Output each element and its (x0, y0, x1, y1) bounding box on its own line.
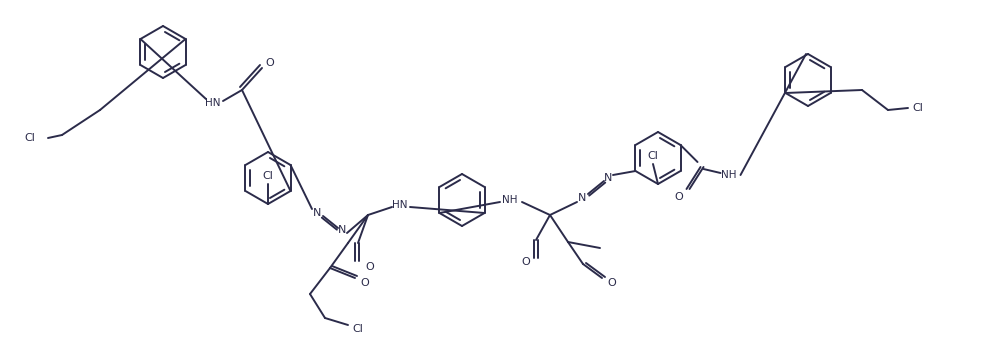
Text: O: O (522, 257, 530, 267)
Text: NH: NH (720, 170, 736, 180)
Text: N: N (604, 173, 612, 183)
Text: N: N (338, 225, 346, 235)
Text: O: O (360, 278, 369, 288)
Text: Cl: Cl (647, 151, 658, 161)
Text: Cl: Cl (912, 103, 923, 113)
Text: Cl: Cl (25, 133, 35, 143)
Text: O: O (366, 262, 374, 272)
Text: N: N (313, 208, 321, 218)
Text: NH: NH (502, 195, 518, 205)
Text: HN: HN (393, 200, 407, 210)
Text: O: O (674, 192, 683, 202)
Text: N: N (578, 193, 586, 203)
Text: O: O (266, 58, 275, 68)
Text: O: O (608, 278, 616, 288)
Text: HN: HN (206, 98, 220, 108)
Text: Cl: Cl (352, 324, 363, 334)
Text: Cl: Cl (263, 171, 274, 181)
